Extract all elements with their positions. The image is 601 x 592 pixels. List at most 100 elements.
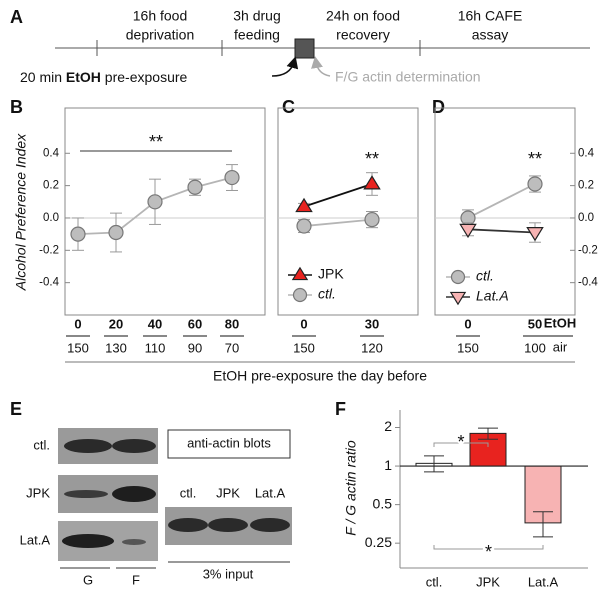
y-tick-label: 0.2 xyxy=(578,180,594,192)
x-axis-label: EtOH pre-exposure the day before xyxy=(213,368,427,384)
significance: * xyxy=(457,432,464,452)
y-tick-label: -0.4 xyxy=(578,277,598,289)
text: 20 min xyxy=(20,69,66,85)
panel-label: C xyxy=(282,97,295,117)
x-tick-label: 40 xyxy=(148,316,162,331)
x-tick-label-2: 90 xyxy=(188,340,202,355)
pre-exposure: 20 min EtOH pre-exposure xyxy=(20,69,188,85)
marker xyxy=(108,224,124,241)
y-tick-label: -0.4 xyxy=(39,277,59,289)
series-line xyxy=(467,228,536,234)
marker xyxy=(292,287,308,303)
y-tick-label: 0.4 xyxy=(578,147,595,159)
significance: ** xyxy=(528,149,542,169)
x-tick-label-2: 150 xyxy=(457,340,479,355)
marker xyxy=(364,211,380,228)
panel-label: E xyxy=(10,399,22,419)
legend-label: Lat.A xyxy=(476,288,509,304)
x-tick-label: 80 xyxy=(225,316,239,331)
plot-frame xyxy=(434,107,576,316)
lane-label: ctl. xyxy=(180,485,197,500)
y-tick-label: 2 xyxy=(384,418,392,434)
y-axis-label: F / G actin ratio xyxy=(343,440,359,536)
y-tick-label: 0.4 xyxy=(43,147,60,159)
blot-column: F xyxy=(132,572,140,587)
y-tick-label: 1 xyxy=(384,457,392,473)
significance: ** xyxy=(149,132,163,152)
marker xyxy=(459,223,477,239)
x-tick-label: 50 xyxy=(528,316,542,331)
blots: ctl. JPK Lat.A G F anti-actin blots ctl.… xyxy=(20,428,292,587)
panel-label: D xyxy=(432,97,445,117)
timeline: 16h food deprivation 3h drug feeding 24h… xyxy=(20,8,590,85)
text: pre-exposure xyxy=(101,69,188,85)
significance-bracket xyxy=(433,442,489,447)
marker xyxy=(147,194,163,210)
plot-frame xyxy=(64,107,266,316)
x-tick-label-2: 130 xyxy=(105,340,127,355)
x-tick-label-2: 150 xyxy=(293,340,315,355)
significance: ** xyxy=(365,149,379,169)
x-tick-label: 0 xyxy=(464,316,471,331)
marker xyxy=(296,218,312,234)
marker xyxy=(187,179,203,195)
step: 16h food xyxy=(133,8,188,24)
marker xyxy=(450,269,466,285)
y-tick-label: 0.0 xyxy=(43,212,59,224)
marker xyxy=(291,266,309,281)
step: deprivation xyxy=(126,27,195,43)
step: assay xyxy=(472,27,509,43)
lane-label: Lat.A xyxy=(255,485,286,500)
step: feeding xyxy=(234,27,280,43)
marker xyxy=(224,169,240,186)
axis-key: air xyxy=(553,339,568,354)
y-axis-label: Alcohol Preference Index xyxy=(13,133,29,291)
y-tick-label: 0.2 xyxy=(43,180,59,192)
determination: F/G actin determination xyxy=(335,69,481,85)
significance: * xyxy=(485,542,492,562)
x-tick-label: 0 xyxy=(74,316,81,331)
x-tick-label: 30 xyxy=(365,316,379,331)
x-tick-label-2: 70 xyxy=(225,340,239,355)
marker xyxy=(526,227,544,242)
blot-row: Lat.A xyxy=(20,532,51,547)
x-tick-label: 0 xyxy=(300,316,307,331)
legend-label: JPK xyxy=(318,266,344,282)
x-tick-label: 60 xyxy=(188,316,202,331)
x-tick-label: ctl. xyxy=(426,574,443,589)
blot-title: anti-actin blots xyxy=(187,435,271,450)
marker xyxy=(449,291,467,306)
legend-label: ctl. xyxy=(318,286,336,302)
text: EtOH xyxy=(66,69,101,85)
x-tick-label: Lat.A xyxy=(528,574,559,589)
series-line xyxy=(303,183,373,208)
plot-frame xyxy=(277,107,419,316)
step: 24h on food xyxy=(326,8,400,24)
marker xyxy=(527,176,543,192)
lane-label: JPK xyxy=(216,485,240,500)
y-tick-label: 0.25 xyxy=(365,534,392,550)
input-label: 3% input xyxy=(203,566,254,581)
x-tick-label-2: 150 xyxy=(67,340,89,355)
x-tick-label: JPK xyxy=(476,574,500,589)
x-tick-label-2: 110 xyxy=(145,340,166,355)
step: 16h CAFE xyxy=(458,8,523,24)
blot-column: G xyxy=(83,572,93,587)
legend-label: ctl. xyxy=(476,268,494,284)
marker xyxy=(363,175,381,190)
panel-label: A xyxy=(10,7,23,27)
blot-row: JPK xyxy=(26,485,50,500)
y-tick-label: 0.5 xyxy=(373,495,393,511)
axis-key: EtOH xyxy=(544,315,577,330)
x-tick-label: 20 xyxy=(109,316,123,331)
y-tick-label: -0.2 xyxy=(578,244,598,256)
panel-label: B xyxy=(10,97,23,117)
step: 3h drug xyxy=(233,8,280,24)
significance-bracket xyxy=(433,545,544,550)
blot-row: ctl. xyxy=(33,437,50,452)
panel-label: F xyxy=(335,399,346,419)
y-tick-label: -0.2 xyxy=(39,244,59,256)
x-tick-label-2: 100 xyxy=(524,340,546,355)
marker xyxy=(70,226,86,242)
